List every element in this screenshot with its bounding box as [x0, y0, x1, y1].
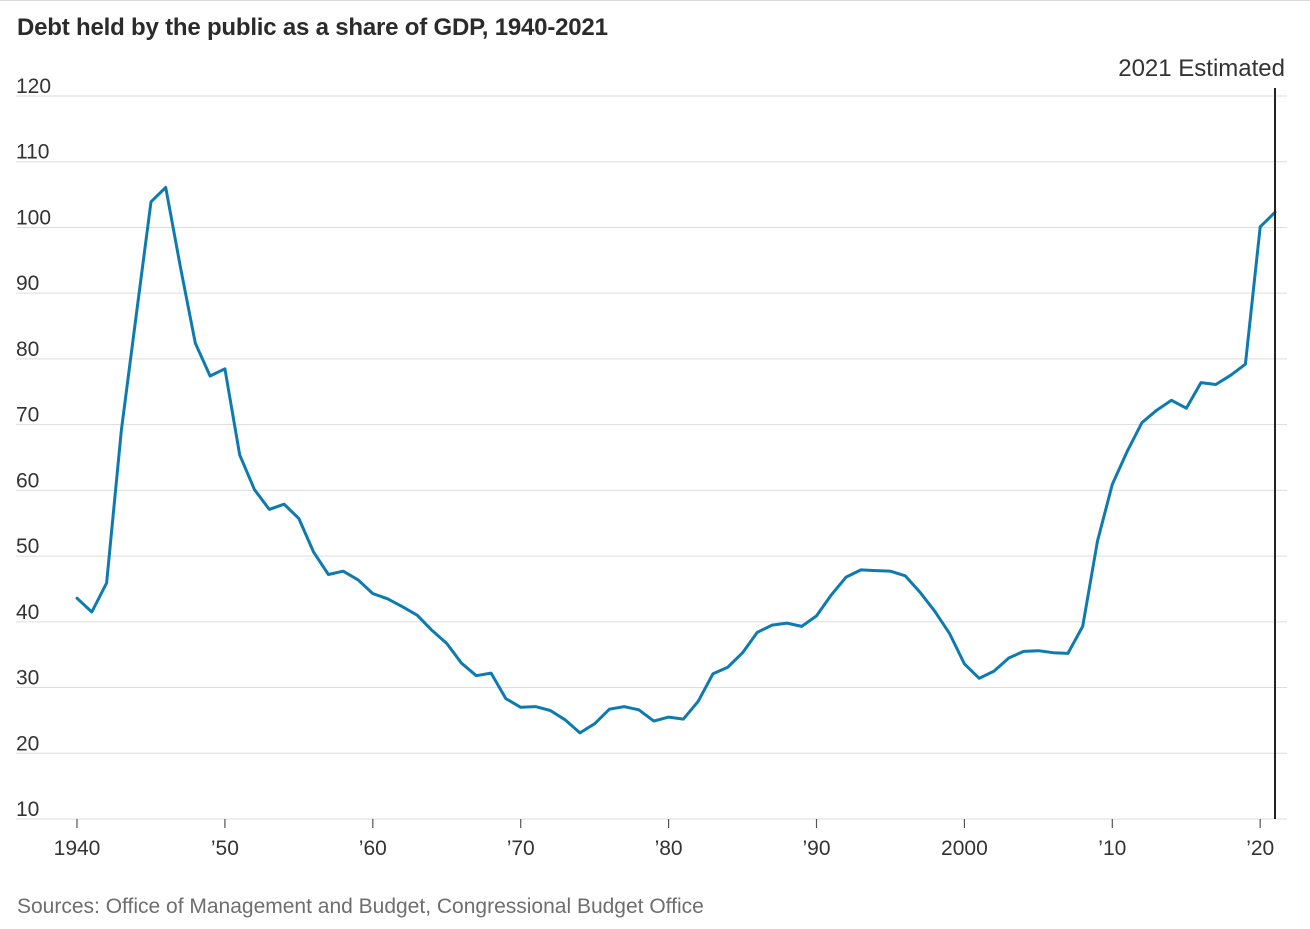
- x-tick-label: ’20: [1246, 837, 1274, 860]
- gridlines: [16, 95, 1287, 820]
- x-tick-label: 2000: [941, 837, 988, 860]
- estimate-label: 2021 Estimated: [1118, 55, 1285, 82]
- x-tick-label: ’50: [211, 837, 239, 860]
- x-axis-ticks: 1940 ’50 ’60 ’70 ’80 ’90 2000 ’10 ’20: [54, 819, 1274, 860]
- y-tick-label: 70: [16, 404, 39, 427]
- series-line-0: [75, 185, 1277, 735]
- chart-title: Debt held by the public as a share of GD…: [17, 14, 608, 41]
- y-tick-label: 50: [16, 535, 39, 558]
- y-tick-label: 90: [16, 272, 39, 295]
- data-series: [75, 185, 1277, 735]
- x-tick-label: ’90: [802, 837, 830, 860]
- annotations: 2021 Estimated: [1118, 55, 1285, 819]
- x-tick-label: 1940: [54, 837, 101, 860]
- y-axis-ticks: 10 20 30 40 50 60 70 80 90 100 110 120: [16, 75, 51, 821]
- x-tick-label: ’60: [359, 837, 387, 860]
- y-tick-label: 60: [16, 469, 39, 492]
- y-tick-label: 110: [16, 141, 49, 164]
- x-tick-label: ’10: [1098, 837, 1126, 860]
- source-note: Sources: Office of Management and Budget…: [17, 895, 704, 918]
- y-tick-label: 10: [16, 798, 39, 821]
- y-tick-label: 30: [16, 667, 39, 690]
- y-tick-label: 20: [16, 732, 39, 755]
- x-tick-label: ’80: [655, 837, 683, 860]
- top-rule: [0, 0, 1310, 1]
- y-tick-label: 100: [16, 206, 51, 229]
- x-tick-label: ’70: [507, 837, 535, 860]
- y-tick-label: 80: [16, 338, 39, 361]
- y-tick-label: 40: [16, 601, 39, 624]
- y-tick-label: 120: [16, 75, 51, 98]
